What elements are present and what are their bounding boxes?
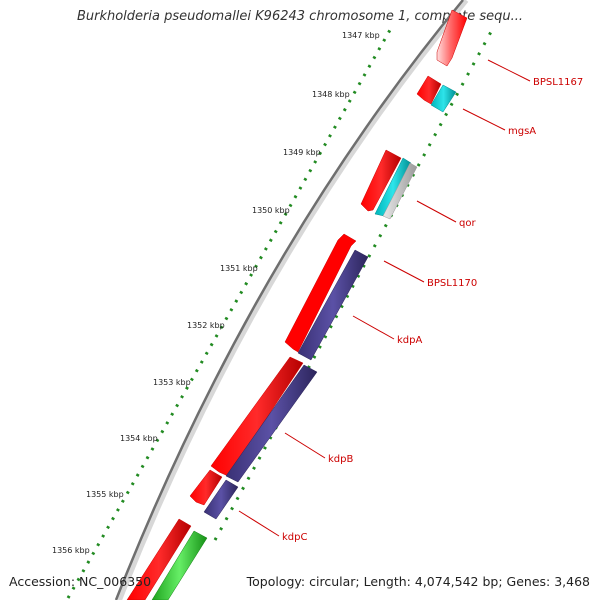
gene-label-qor[interactable]: qor xyxy=(459,218,476,229)
gene-label-bpsl1167[interactable]: BPSL1167 xyxy=(533,77,583,88)
gene-arrow[interactable] xyxy=(284,233,357,353)
green-feature[interactable] xyxy=(151,530,208,600)
label-callouts xyxy=(238,59,531,537)
gene-arrow[interactable] xyxy=(210,356,304,477)
callout-line xyxy=(383,260,425,283)
map-title: Burkholderia pseudomallei K96243 chromos… xyxy=(76,9,524,24)
callout-line xyxy=(352,315,395,340)
gene-label-mgsa[interactable]: mgsA xyxy=(508,126,536,137)
callout-line xyxy=(462,108,506,131)
ruler-tick-label: 1347 kbp xyxy=(342,31,380,40)
ruler-tick-label: 1353 kbp xyxy=(153,378,191,387)
gene-arrow[interactable] xyxy=(297,249,369,361)
callout-line xyxy=(416,200,457,223)
genome-backbone xyxy=(116,0,469,600)
gene-labels: BPSL1167 mgsA qor BPSL1170 kdpA kdpB kdp… xyxy=(282,77,583,543)
gene-label-kdpa[interactable]: kdpA xyxy=(397,335,422,346)
inner-dotted-line xyxy=(213,29,494,541)
genome-backbone-edge xyxy=(114,0,464,600)
ruler-tick-label: 1351 kbp xyxy=(220,264,258,273)
gene-arrow[interactable] xyxy=(416,75,442,105)
gene-label-bpsl1170[interactable]: BPSL1170 xyxy=(427,278,477,289)
rna-feature[interactable] xyxy=(430,84,457,113)
feature-track xyxy=(126,9,468,600)
summary-text: Topology: circular; Length: 4,074,542 bp… xyxy=(246,574,590,589)
ruler-tick-label: 1349 kbp xyxy=(283,148,321,157)
callout-line xyxy=(238,510,280,537)
callout-line xyxy=(284,432,326,459)
gene-arrow[interactable] xyxy=(203,479,239,520)
gene-arrow[interactable] xyxy=(360,149,402,212)
callout-line xyxy=(487,59,531,82)
gene-arrow[interactable] xyxy=(189,469,223,506)
ruler-dotted-line xyxy=(66,29,392,599)
ruler-tick-label: 1348 kbp xyxy=(312,90,350,99)
ruler-tick-label: 1354 kbp xyxy=(120,434,158,443)
gene-arrow[interactable] xyxy=(126,518,192,600)
gene-arrow[interactable] xyxy=(225,364,318,483)
ruler-tick-label: 1350 kbp xyxy=(252,206,290,215)
misc-feature[interactable] xyxy=(382,162,418,220)
accession-text: Accession: NC_006350 xyxy=(9,574,152,589)
ruler-tick-labels: 1347 kbp 1348 kbp 1349 kbp 1350 kbp 1351… xyxy=(52,31,380,555)
gene-arrow[interactable] xyxy=(436,9,468,67)
ruler-tick-label: 1356 kbp xyxy=(52,546,90,555)
gene-label-kdpb[interactable]: kdpB xyxy=(328,454,353,465)
ruler-tick-label: 1352 kbp xyxy=(187,321,225,330)
gene-label-kdpc[interactable]: kdpC xyxy=(282,532,307,543)
ruler-tick-label: 1355 kbp xyxy=(86,490,124,499)
